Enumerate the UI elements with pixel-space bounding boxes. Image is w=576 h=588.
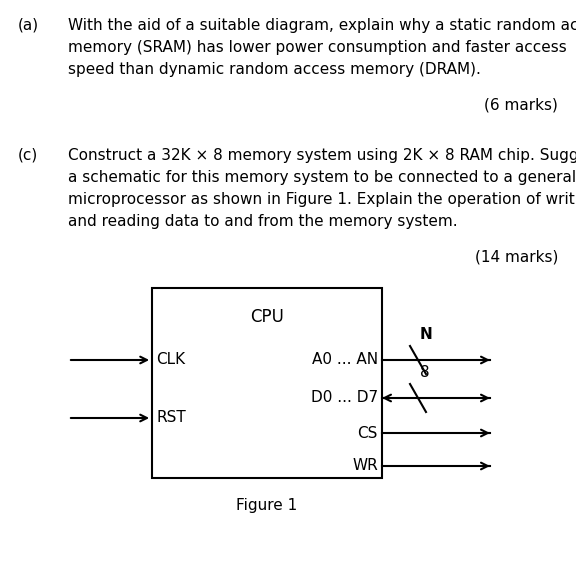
Text: memory (SRAM) has lower power consumption and faster access: memory (SRAM) has lower power consumptio… xyxy=(68,40,567,55)
Text: Construct a 32K × 8 memory system using 2K × 8 RAM chip. Suggest: Construct a 32K × 8 memory system using … xyxy=(68,148,576,163)
Text: D0 ... D7: D0 ... D7 xyxy=(311,390,378,406)
Text: CPU: CPU xyxy=(250,308,284,326)
Text: CS: CS xyxy=(358,426,378,440)
Text: With the aid of a suitable diagram, explain why a static random access: With the aid of a suitable diagram, expl… xyxy=(68,18,576,33)
Text: CLK: CLK xyxy=(156,352,185,368)
Text: (c): (c) xyxy=(18,148,38,163)
Text: speed than dynamic random access memory (DRAM).: speed than dynamic random access memory … xyxy=(68,62,481,77)
Text: Figure 1: Figure 1 xyxy=(236,498,298,513)
Text: A0 ... AN: A0 ... AN xyxy=(312,352,378,368)
Text: (a): (a) xyxy=(18,18,39,33)
Text: (6 marks): (6 marks) xyxy=(484,98,558,113)
Text: RST: RST xyxy=(156,410,185,426)
Text: microprocessor as shown in Figure 1. Explain the operation of writing: microprocessor as shown in Figure 1. Exp… xyxy=(68,192,576,207)
Text: (14 marks): (14 marks) xyxy=(475,250,558,265)
Text: 8: 8 xyxy=(420,365,430,380)
Text: N: N xyxy=(420,327,433,342)
Text: and reading data to and from the memory system.: and reading data to and from the memory … xyxy=(68,214,457,229)
Text: a schematic for this memory system to be connected to a general: a schematic for this memory system to be… xyxy=(68,170,576,185)
Text: WR: WR xyxy=(353,459,378,473)
Bar xyxy=(152,288,382,478)
